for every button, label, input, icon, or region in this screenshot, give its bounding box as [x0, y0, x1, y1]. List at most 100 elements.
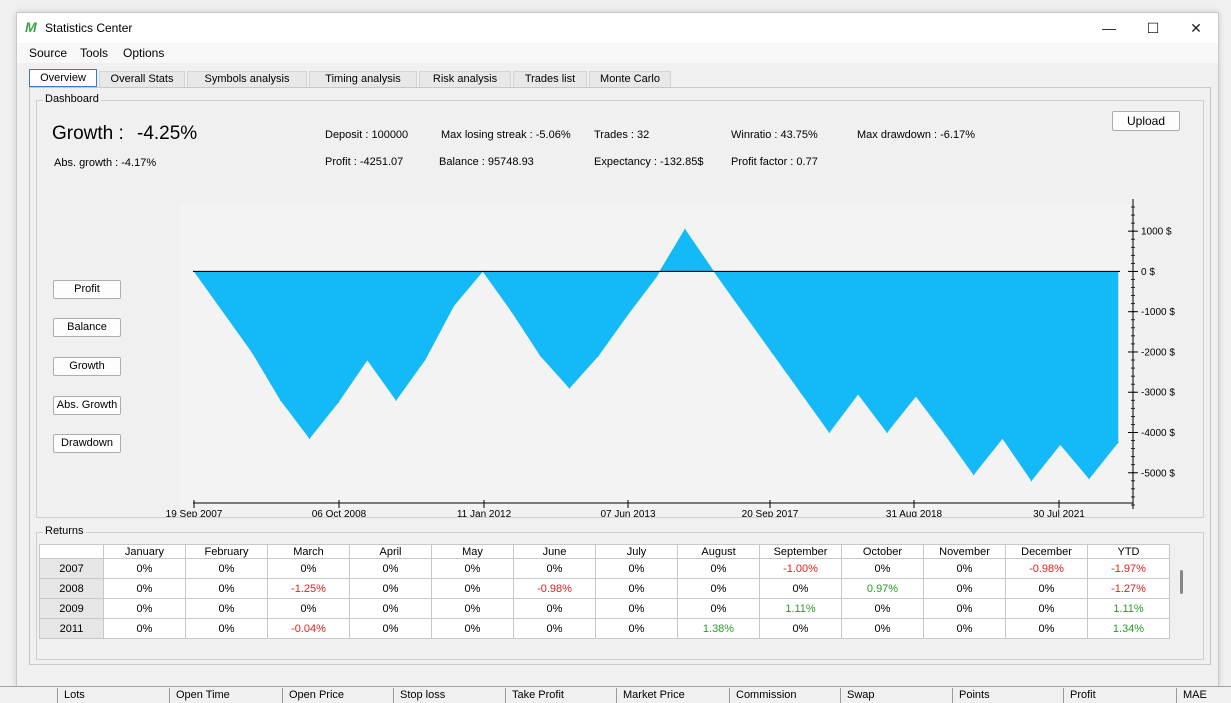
returns-row-2011[interactable]: 2011 0% 0% -0.04% 0% 0% 0% 0% 1.38% 0% 0% 0% 0% 1.34%: [39, 618, 1170, 639]
september-return-cell: 0%: [759, 578, 842, 599]
tab-overview[interactable]: Overview: [29, 69, 97, 87]
deposit-stat: Deposit : 100000: [325, 129, 409, 141]
column-profit[interactable]: Profit: [1063, 688, 1176, 703]
april-return-cell: 0%: [349, 578, 432, 599]
x-tick-label: 07 Jun 2013: [600, 509, 655, 517]
maximize-button[interactable]: ☐: [1146, 20, 1160, 36]
january-return-cell: 0%: [103, 558, 186, 579]
profit-data-point: [1059, 444, 1061, 446]
drawdown-button[interactable]: Drawdown: [53, 434, 121, 453]
y-tick-label: 1000 $: [1141, 227, 1172, 238]
column-swap[interactable]: Swap: [840, 688, 952, 703]
column-open-price[interactable]: Open Price: [282, 688, 393, 703]
upload-button[interactable]: Upload: [1112, 111, 1180, 131]
x-tick-label: 06 Oct 2008: [312, 509, 367, 517]
menu-tools[interactable]: Tools: [80, 46, 109, 60]
august-return-cell: 1.38%: [677, 618, 760, 639]
returns-row-2009[interactable]: 2009 0% 0% 0% 0% 0% 0% 0% 0% 1.11% 0% 0% 0% 1.11%: [39, 598, 1170, 619]
tab-overall-stats[interactable]: Overall Stats: [99, 71, 185, 87]
returns-row-2007[interactable]: 2007 0% 0% 0% 0% 0% 0% 0% 0% -1.00% 0% 0% -0.98% -1.9…: [39, 558, 1170, 579]
menu-source[interactable]: Source: [29, 46, 68, 60]
abs-growth-stat: Abs. growth : -4.17%: [54, 157, 157, 169]
december-return-cell: 0%: [1005, 578, 1088, 599]
menu-options[interactable]: Options: [123, 46, 165, 60]
march-return-cell: 0%: [267, 598, 350, 619]
dashboard-label: Dashboard: [43, 93, 101, 105]
profit-chart: 1000 $ 0 $ -1000 $ -2000 $ -3000 $ -4000 $ -50…: [166, 199, 1175, 517]
may-return-cell: 0%: [431, 578, 514, 599]
column-points[interactable]: Points: [952, 688, 1063, 703]
close-button[interactable]: ✕: [1190, 20, 1202, 36]
august-return-cell: 0%: [677, 558, 760, 579]
profit-stat: Profit : -4251.07: [325, 156, 404, 168]
minimize-button[interactable]: —: [1102, 20, 1116, 36]
column-lots[interactable]: Lots: [57, 688, 169, 703]
returns-label: Returns: [43, 525, 86, 537]
profit-data-point: [539, 355, 542, 357]
november-return-cell: 0%: [923, 578, 1006, 599]
returns-scrollbar-thumb[interactable]: [1180, 570, 1183, 594]
title-bar: M Statistics Center — ☐ ✕: [17, 13, 1218, 43]
balance-button[interactable]: Balance: [53, 318, 121, 337]
abs-growth-button[interactable]: Abs. Growth: [53, 396, 121, 415]
header-june: June: [513, 544, 596, 559]
profit-data-point: [280, 399, 282, 401]
march-return-cell: -0.04%: [267, 618, 350, 639]
column-market-price[interactable]: Market Price: [616, 688, 729, 703]
returns-table-viewport: January February March April May June Ju…: [39, 544, 1176, 651]
tab-risk-analysis[interactable]: Risk analysis: [419, 71, 511, 87]
april-return-cell: 0%: [349, 598, 432, 619]
column-open-time[interactable]: Open Time: [169, 688, 282, 703]
profit-data-point: [251, 351, 253, 353]
profit-data-point: [337, 401, 339, 403]
profit-area-series: [193, 228, 1119, 482]
april-return-cell: 0%: [349, 558, 432, 579]
november-return-cell: 0%: [923, 598, 1006, 619]
september-return-cell: -1.00%: [759, 558, 842, 579]
returns-table: January February March April May June Ju…: [39, 544, 1170, 639]
profit-data-point: [626, 315, 628, 317]
february-return-cell: 0%: [185, 598, 268, 619]
year-cell: 2007: [39, 558, 104, 579]
june-return-cell: 0%: [513, 598, 596, 619]
profit-data-point: [308, 437, 311, 440]
header-may: May: [431, 544, 514, 559]
tab-timing-analysis[interactable]: Timing analysis: [309, 71, 417, 87]
y-tick-label: 0 $: [1141, 267, 1155, 278]
june-return-cell: -0.98%: [513, 578, 596, 599]
ytd-return-cell: 1.11%: [1087, 598, 1170, 619]
growth-value: -4.25%: [137, 123, 198, 144]
header-july: July: [595, 544, 678, 559]
growth-label: Growth :: [52, 123, 124, 144]
year-cell: 2011: [39, 618, 104, 639]
growth-button[interactable]: Growth: [53, 357, 121, 376]
column-stop-loss[interactable]: Stop loss: [393, 688, 505, 703]
column-commission[interactable]: Commission: [729, 688, 840, 703]
ytd-return-cell: -1.27%: [1087, 578, 1170, 599]
window-title: Statistics Center: [45, 21, 133, 35]
column-mae[interactable]: MAE: [1176, 688, 1231, 703]
profit-data-point: [684, 228, 686, 230]
tab-symbols-analysis[interactable]: Symbols analysis: [187, 71, 307, 87]
y-tick-label: -3000 $: [1141, 388, 1175, 399]
december-return-cell: 0%: [1005, 618, 1088, 639]
returns-row-2008[interactable]: 2008 0% 0% -1.25% 0% 0% -0.98% 0% 0% 0% 0.97% 0% 0% -…: [39, 578, 1170, 599]
header-september: September: [759, 544, 842, 559]
y-tick-label: -5000 $: [1141, 468, 1175, 479]
profit-button[interactable]: Profit: [53, 280, 121, 299]
ytd-return-cell: -1.97%: [1087, 558, 1170, 579]
tab-monte-carlo[interactable]: Monte Carlo: [589, 71, 671, 87]
column-take-profit[interactable]: Take Profit: [505, 688, 616, 703]
tab-trades-list[interactable]: Trades list: [513, 71, 587, 87]
dashboard-group: Dashboard Growth : -4.25% Abs. growth : …: [36, 93, 1204, 518]
august-return-cell: 0%: [677, 598, 760, 619]
october-return-cell: 0%: [841, 618, 924, 639]
december-return-cell: 0%: [1005, 598, 1088, 619]
profit-data-point: [770, 351, 773, 353]
profit-data-point: [799, 391, 802, 393]
profit-data-point: [944, 433, 946, 436]
header-november: November: [923, 544, 1006, 559]
november-return-cell: 0%: [923, 558, 1006, 579]
y-tick-label: -1000 $: [1141, 307, 1175, 318]
january-return-cell: 0%: [103, 598, 186, 619]
